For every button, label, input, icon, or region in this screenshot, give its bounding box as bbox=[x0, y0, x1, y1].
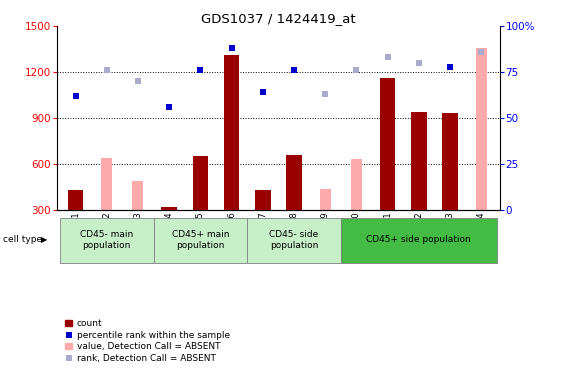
Text: ▶: ▶ bbox=[41, 236, 48, 244]
Bar bbox=[161, 207, 177, 210]
Bar bbox=[247, 217, 341, 262]
Bar bbox=[380, 78, 395, 210]
Bar bbox=[411, 112, 427, 210]
Legend: count, percentile rank within the sample, value, Detection Call = ABSENT, rank, : count, percentile rank within the sample… bbox=[61, 315, 233, 367]
Bar bbox=[341, 217, 497, 262]
Bar bbox=[132, 181, 143, 210]
Text: cell type: cell type bbox=[3, 236, 42, 244]
Text: CD45- main
population: CD45- main population bbox=[80, 230, 133, 250]
Bar bbox=[475, 48, 487, 210]
Bar bbox=[286, 155, 302, 210]
Bar bbox=[320, 189, 331, 210]
Title: GDS1037 / 1424419_at: GDS1037 / 1424419_at bbox=[201, 12, 356, 25]
Bar bbox=[60, 217, 153, 262]
Bar bbox=[442, 113, 458, 210]
Text: CD45- side
population: CD45- side population bbox=[269, 230, 319, 250]
Bar bbox=[101, 158, 112, 210]
Bar bbox=[68, 190, 83, 210]
Text: CD45+ side population: CD45+ side population bbox=[366, 236, 471, 244]
Bar bbox=[255, 190, 270, 210]
Bar bbox=[193, 156, 208, 210]
Bar bbox=[224, 56, 239, 210]
Bar bbox=[153, 217, 247, 262]
Text: CD45+ main
population: CD45+ main population bbox=[172, 230, 229, 250]
Bar bbox=[351, 159, 362, 210]
